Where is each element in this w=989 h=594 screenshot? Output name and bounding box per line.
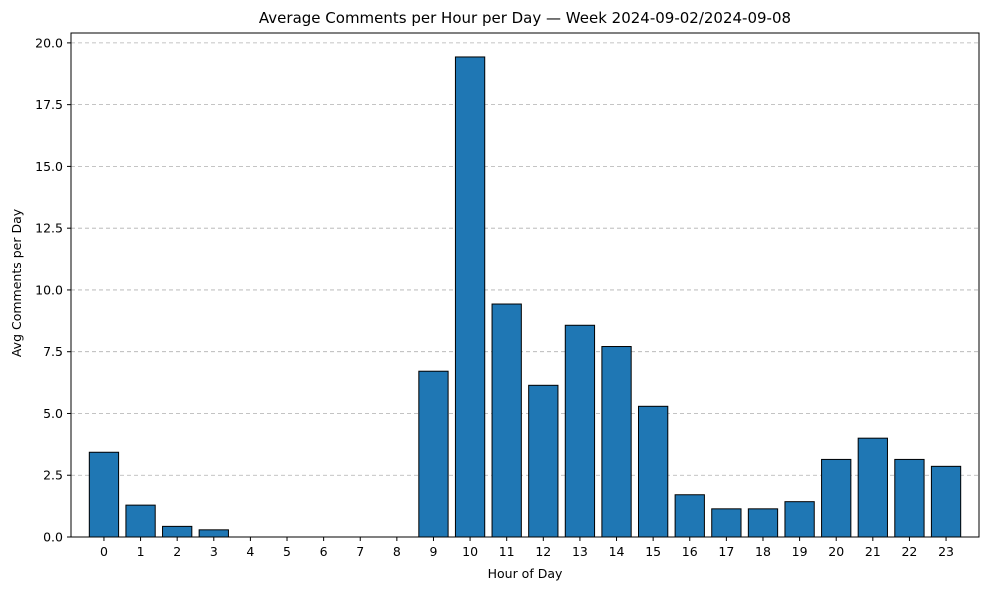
bars [88, 56, 962, 538]
bar-hour-14 [601, 346, 632, 538]
x-axis: 0 1 2 3 4 5 6 7 8 9 10 11 12 13 14 15 16 17 18 19 20 21 22 23 [100, 537, 954, 559]
bar-hour-10 [454, 56, 486, 538]
x-tick-label: 0 [100, 544, 108, 559]
bar-hour-13 [564, 324, 596, 538]
bar-hour-9 [418, 370, 449, 538]
y-tick-label: 20.0 [35, 35, 63, 50]
y-tick-label: 10.0 [35, 282, 63, 297]
bar-hour-2 [162, 525, 193, 538]
x-tick-label: 4 [246, 544, 254, 559]
x-tick-label: 1 [137, 544, 145, 559]
x-tick-label: 12 [535, 544, 551, 559]
x-tick-label: 8 [393, 544, 401, 559]
y-tick-label: 17.5 [35, 97, 63, 112]
y-tick-label: 15.0 [35, 159, 63, 174]
bar-hour-16 [674, 494, 705, 538]
x-tick-label: 13 [572, 544, 588, 559]
y-tick-label: 5.0 [43, 406, 63, 421]
x-tick-label: 14 [609, 544, 625, 559]
x-tick-label: 7 [356, 544, 364, 559]
bar-hour-20 [821, 458, 852, 538]
y-tick-label: 12.5 [35, 221, 63, 236]
bar-hour-23 [930, 465, 962, 538]
x-tick-label: 22 [901, 544, 917, 559]
x-tick-label: 3 [210, 544, 218, 559]
x-tick-label: 20 [828, 544, 844, 559]
x-tick-label: 17 [718, 544, 734, 559]
bar-hour-21 [857, 437, 888, 538]
plot-frame [70, 32, 980, 538]
bar-hour-22 [894, 458, 925, 538]
plot-area-border [70, 32, 980, 538]
x-tick-label: 9 [429, 544, 437, 559]
x-tick-label: 19 [792, 544, 808, 559]
bar-hour-11 [491, 303, 522, 538]
x-tick-label: 10 [462, 544, 478, 559]
y-axis-label: Avg Comments per Day [9, 208, 24, 357]
bar-hour-1 [125, 504, 156, 538]
bar-hour-15 [638, 405, 669, 538]
x-tick-label: 21 [865, 544, 881, 559]
x-tick-label: 18 [755, 544, 771, 559]
y-tick-label: 0.0 [43, 530, 63, 545]
bar-hour-12 [528, 384, 559, 538]
x-tick-label: 11 [499, 544, 515, 559]
bar-hour-19 [784, 501, 815, 538]
y-tick-label: 2.5 [43, 468, 63, 483]
bar-hour-3 [198, 529, 229, 538]
y-axis: 0.0 2.5 5.0 7.5 10.0 12.5 15.0 17.5 20.0 [35, 35, 71, 545]
bar-hour-18 [747, 508, 779, 538]
x-axis-label: Hour of Day [488, 566, 563, 581]
x-tick-label: 15 [645, 544, 661, 559]
x-tick-label: 23 [938, 544, 954, 559]
x-tick-label: 6 [320, 544, 328, 559]
y-tick-label: 7.5 [43, 344, 63, 359]
bar-hour-0 [88, 451, 120, 538]
bar-hour-17 [711, 508, 742, 538]
chart-title: Average Comments per Hour per Day — Week… [259, 9, 791, 27]
x-tick-label: 2 [173, 544, 181, 559]
x-tick-label: 16 [682, 544, 698, 559]
x-tick-label: 5 [283, 544, 291, 559]
